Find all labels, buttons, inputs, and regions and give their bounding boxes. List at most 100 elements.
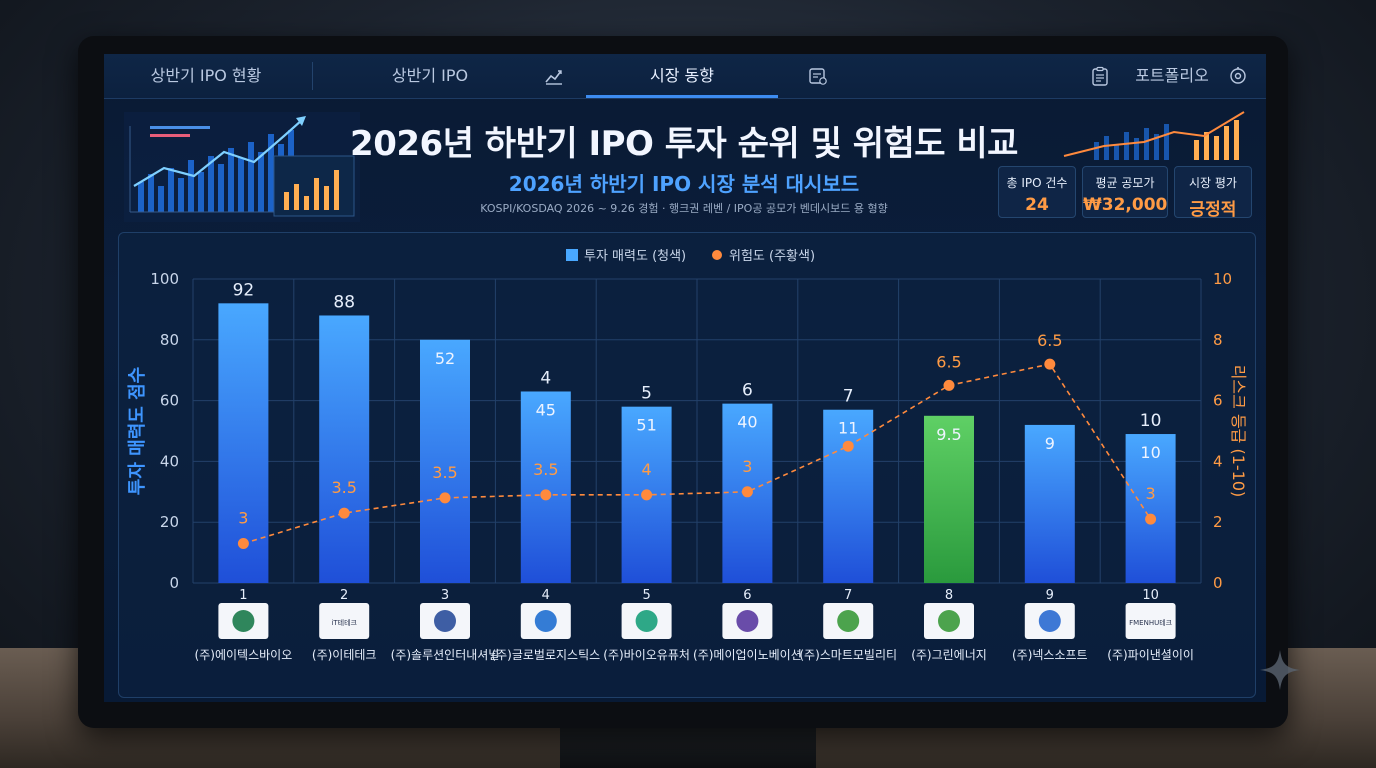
- y-tick-label-right: 6: [1213, 392, 1223, 410]
- stat-card-market-rating: 시장 평가 긍정적: [1174, 166, 1252, 220]
- bar-attractiveness: [1125, 434, 1176, 583]
- stat-label: 평균 공모가: [1095, 176, 1155, 190]
- company-name: (주)글로벌로지스틱스: [491, 648, 600, 662]
- text-logo-icon: [319, 603, 370, 639]
- x-tick-label: 8: [945, 588, 953, 603]
- bar-value-label: 10: [1140, 443, 1160, 462]
- risk-point: [439, 492, 451, 504]
- risk-point-label: 3: [238, 508, 248, 527]
- risk-series-line: [243, 363, 1152, 545]
- company-name: (주)그린에너지: [911, 648, 987, 662]
- y-tick-label-right: 2: [1213, 513, 1223, 531]
- bar-value-label: 9.5: [936, 425, 961, 444]
- logo-mark: [232, 610, 255, 632]
- stat-value: 24: [1025, 195, 1049, 215]
- stat-value: ₩32,000: [1083, 195, 1168, 215]
- x-tick-label: 2: [340, 588, 348, 603]
- x-tick-label: 10: [1142, 588, 1159, 603]
- logo-text: FMENHU테크: [1129, 619, 1173, 627]
- page-caption: KOSPI/KOSDAQ 2026 ~ 9.26 경험 · 행크권 레벤 / I…: [480, 202, 888, 215]
- x-tick-label: 1: [239, 588, 247, 603]
- bar-top-label: 6: [742, 381, 753, 401]
- logo-mark: [434, 610, 456, 632]
- calendar-report-icon[interactable]: [808, 66, 828, 86]
- logo-mark: [1038, 610, 1061, 632]
- chart-panel: 0 20 40 60 80 100 0 2 4 6 8 10 투자 매력도 점수 리스크 등급 (1-10…: [118, 232, 1256, 698]
- x-tick-label: 6: [743, 588, 751, 603]
- bar-value-label: 40: [737, 413, 757, 432]
- logo-mark: [938, 610, 960, 632]
- bar-value-label: 11: [838, 419, 858, 438]
- bar-top-label: 88: [333, 292, 355, 312]
- stat-card-total-ipo: 총 IPO 건수 24: [998, 166, 1076, 218]
- bar-top-label: 7: [843, 387, 854, 407]
- tab-first-half-ipo-status[interactable]: 상반기 IPO 현황: [150, 66, 262, 85]
- x-tick-label: 3: [441, 588, 449, 603]
- ipo-ranking-chart: 0 20 40 60 80 100 0 2 4 6 8 10 투자 매력도 점수 리스크 등급 (1-10…: [127, 249, 1248, 662]
- risk-point-label: 3: [742, 457, 752, 476]
- page-title: 2026년 하반기 IPO 투자 순위 및 위험도 비교: [350, 124, 1018, 164]
- bar-attractiveness: [218, 303, 269, 583]
- stat-label: 총 IPO 건수: [1006, 176, 1068, 190]
- company-name: (주)파이낸셜이이: [1107, 648, 1194, 662]
- legend-swatch-risk: [712, 250, 722, 260]
- sparkle-icon: [1260, 650, 1300, 690]
- risk-point: [842, 440, 854, 452]
- legend-label-risk: 위험도 (주황색): [729, 249, 815, 264]
- y-tick-label-left: 100: [150, 270, 179, 288]
- risk-point: [1044, 358, 1056, 370]
- bar-attractiveness: [319, 315, 370, 583]
- page-subtitle: 2026년 하반기 IPO 시장 분석 대시보드: [508, 172, 860, 196]
- risk-point-label: 3.5: [331, 478, 356, 497]
- decorative-chart-graphic-right: [1063, 111, 1245, 160]
- risk-point: [540, 489, 552, 501]
- tab-market-trend[interactable]: 시장 동향: [650, 66, 714, 85]
- stat-label: 시장 평가: [1189, 176, 1237, 190]
- y-tick-label-right: 10: [1213, 270, 1232, 288]
- bar-attractiveness: [420, 339, 470, 583]
- bar-value-label: 52: [435, 349, 455, 368]
- legend-swatch-attractiveness: [566, 249, 578, 261]
- tab-first-half-ipo[interactable]: 상반기 IPO: [391, 66, 469, 85]
- company-name: (주)메이업이노베이션: [693, 648, 802, 662]
- y-axis-title-right: 리스크 등급 (1-10): [1229, 365, 1248, 498]
- risk-point-label: 4: [642, 460, 652, 479]
- y-tick-label-left: 60: [160, 392, 179, 410]
- risk-point: [943, 379, 955, 391]
- company-name: (주)스마트모빌리티: [799, 648, 897, 662]
- bar-top-label: 5: [641, 384, 652, 404]
- x-tick-label: 4: [542, 588, 550, 603]
- bar-value-label: 51: [636, 416, 656, 435]
- bar-value-label: 9: [1045, 434, 1055, 453]
- y-tick-label-left: 0: [169, 574, 179, 592]
- line-chart-icon[interactable]: [544, 66, 564, 86]
- company-name: (주)솔루션인터내셔널: [391, 648, 500, 662]
- nav-separator: [312, 62, 313, 90]
- risk-point-label: 6.5: [936, 352, 961, 371]
- clipboard-icon[interactable]: [1090, 66, 1110, 86]
- tab-portfolio[interactable]: 포트폴리오: [1135, 66, 1209, 85]
- dashboard-screen: 상반기 IPO 현황 상반기 IPO 시장 동향 포트폴리오: [104, 54, 1266, 702]
- logo-mark: [837, 610, 860, 632]
- monitor-stand: [560, 726, 816, 768]
- y-tick-label-right: 0: [1213, 574, 1223, 592]
- text-logo-icon: [1125, 603, 1176, 639]
- bar-attractiveness: [924, 415, 974, 583]
- risk-point: [741, 486, 753, 498]
- risk-point-label: 3: [1146, 484, 1156, 503]
- bar-attractiveness: [823, 409, 874, 583]
- y-tick-label-right: 4: [1213, 452, 1223, 470]
- x-tick-label: 7: [844, 588, 852, 603]
- risk-point: [641, 489, 653, 501]
- bar-attractiveness: [1024, 424, 1075, 583]
- bar-top-label: 92: [233, 280, 255, 300]
- bar-top-label: 10: [1140, 411, 1162, 431]
- risk-point-label: 6.5: [1037, 331, 1062, 350]
- x-tick-label: 5: [642, 588, 650, 603]
- risk-point: [237, 537, 249, 549]
- settings-icon[interactable]: [1228, 66, 1248, 86]
- y-tick-label-left: 20: [160, 513, 179, 531]
- stat-card-average-price: 평균 공모가 ₩32,000: [1082, 166, 1168, 218]
- bar-top-label: 4: [540, 368, 551, 388]
- x-tick-label: 9: [1046, 588, 1054, 603]
